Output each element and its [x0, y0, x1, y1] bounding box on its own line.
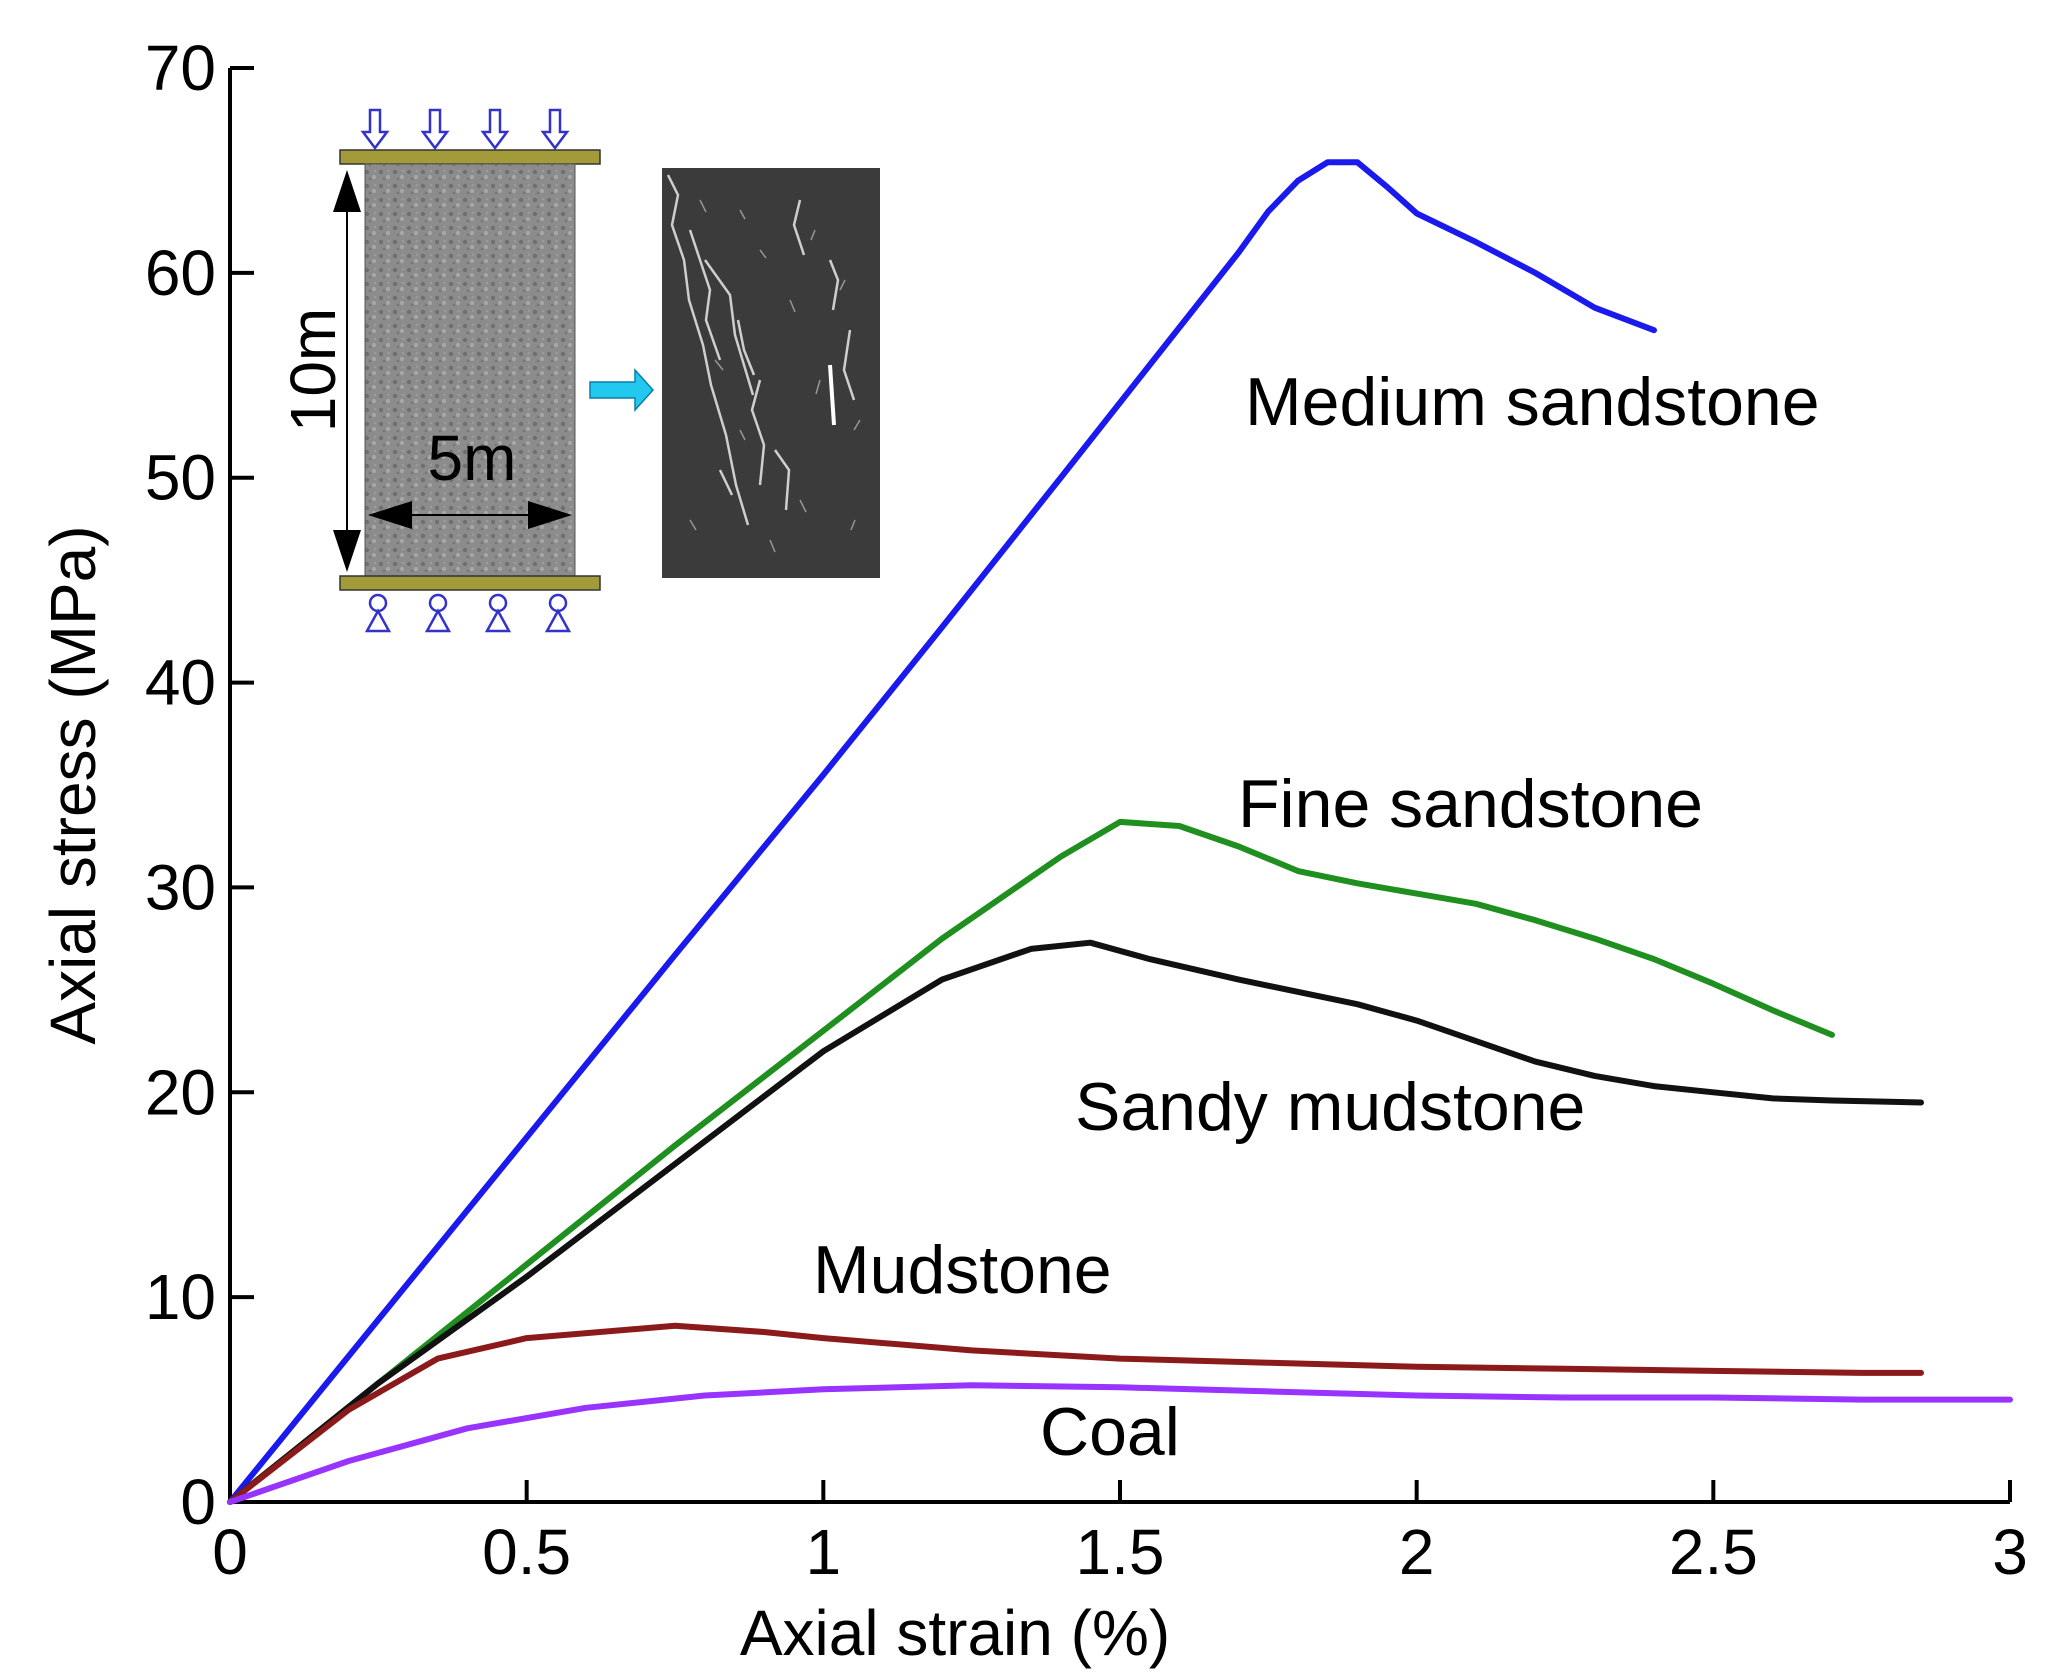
width-dimension — [368, 501, 572, 529]
height-dimension — [333, 170, 361, 572]
y-tick-label: 50 — [145, 442, 216, 514]
load-arrow-icon — [480, 108, 510, 151]
failed-specimen-image — [662, 168, 880, 578]
x-tick-label: 1.5 — [1076, 1516, 1165, 1588]
series-label-sandy-mudstone: Sandy mudstone — [1075, 1069, 1585, 1145]
series-line-sandy-mudstone — [227, 939, 1924, 1505]
x-tick-label: 2.5 — [1669, 1516, 1758, 1588]
arrow-up-icon — [333, 170, 361, 212]
y-axis-title: Axial stress (MPa) — [37, 525, 109, 1044]
roller-support-icon — [364, 593, 392, 633]
height-label: 10m — [277, 308, 349, 433]
specimen-inset: 10m 5m — [277, 108, 880, 633]
series-label-mudstone: Mudstone — [813, 1232, 1112, 1308]
roller-support-icon — [424, 593, 452, 633]
series-line-mudstone — [227, 1322, 1924, 1505]
x-tick-label: 2 — [1399, 1516, 1435, 1588]
transition-arrow-icon — [589, 368, 655, 412]
arrow-down-icon — [333, 530, 361, 572]
y-tick-label: 0 — [180, 1466, 216, 1538]
series-label-coal: Coal — [1040, 1394, 1180, 1470]
y-ticks: 0 10 20 30 40 50 60 70 — [145, 32, 254, 1538]
y-tick-label: 70 — [145, 32, 216, 104]
series-line-fine-sandstone — [227, 818, 1835, 1505]
top-platen — [339, 149, 601, 165]
y-tick-label: 10 — [145, 1261, 216, 1333]
roller-supports — [364, 593, 572, 633]
roller-support-icon — [484, 593, 512, 633]
x-ticks: 0 0.5 1 1.5 2 2.5 3 — [212, 1480, 2028, 1588]
series-label-fine-sandstone: Fine sandstone — [1238, 766, 1703, 842]
y-tick-label: 20 — [145, 1056, 216, 1128]
y-tick-label: 40 — [145, 647, 216, 719]
width-label: 5m — [428, 422, 517, 494]
series-group — [227, 159, 2013, 1505]
y-tick-label: 30 — [145, 851, 216, 923]
load-arrows — [360, 108, 570, 151]
load-arrow-icon — [360, 108, 390, 151]
series-label-medium-sandstone: Medium sandstone — [1245, 364, 1820, 440]
arrow-left-icon — [368, 501, 412, 529]
series-labels: Medium sandstone Fine sandstone Sandy mu… — [813, 364, 1820, 1470]
roller-support-icon — [544, 593, 572, 633]
x-axis-title: Axial strain (%) — [740, 1597, 1170, 1669]
x-tick-label: 0.5 — [482, 1516, 571, 1588]
x-tick-label: 3 — [1992, 1516, 2028, 1588]
axes: 0 0.5 1 1.5 2 2.5 3 0 10 20 30 40 50 60 70 — [145, 32, 2028, 1588]
series-line-medium-sandstone — [227, 159, 1657, 1505]
x-tick-label: 1 — [806, 1516, 842, 1588]
x-tick-label: 0 — [212, 1516, 248, 1588]
load-arrow-icon — [420, 108, 450, 151]
y-tick-label: 60 — [145, 237, 216, 309]
bottom-platen — [339, 575, 601, 591]
arrow-right-icon — [528, 501, 572, 529]
load-arrow-icon — [540, 108, 570, 151]
series-line-coal — [227, 1382, 2013, 1505]
